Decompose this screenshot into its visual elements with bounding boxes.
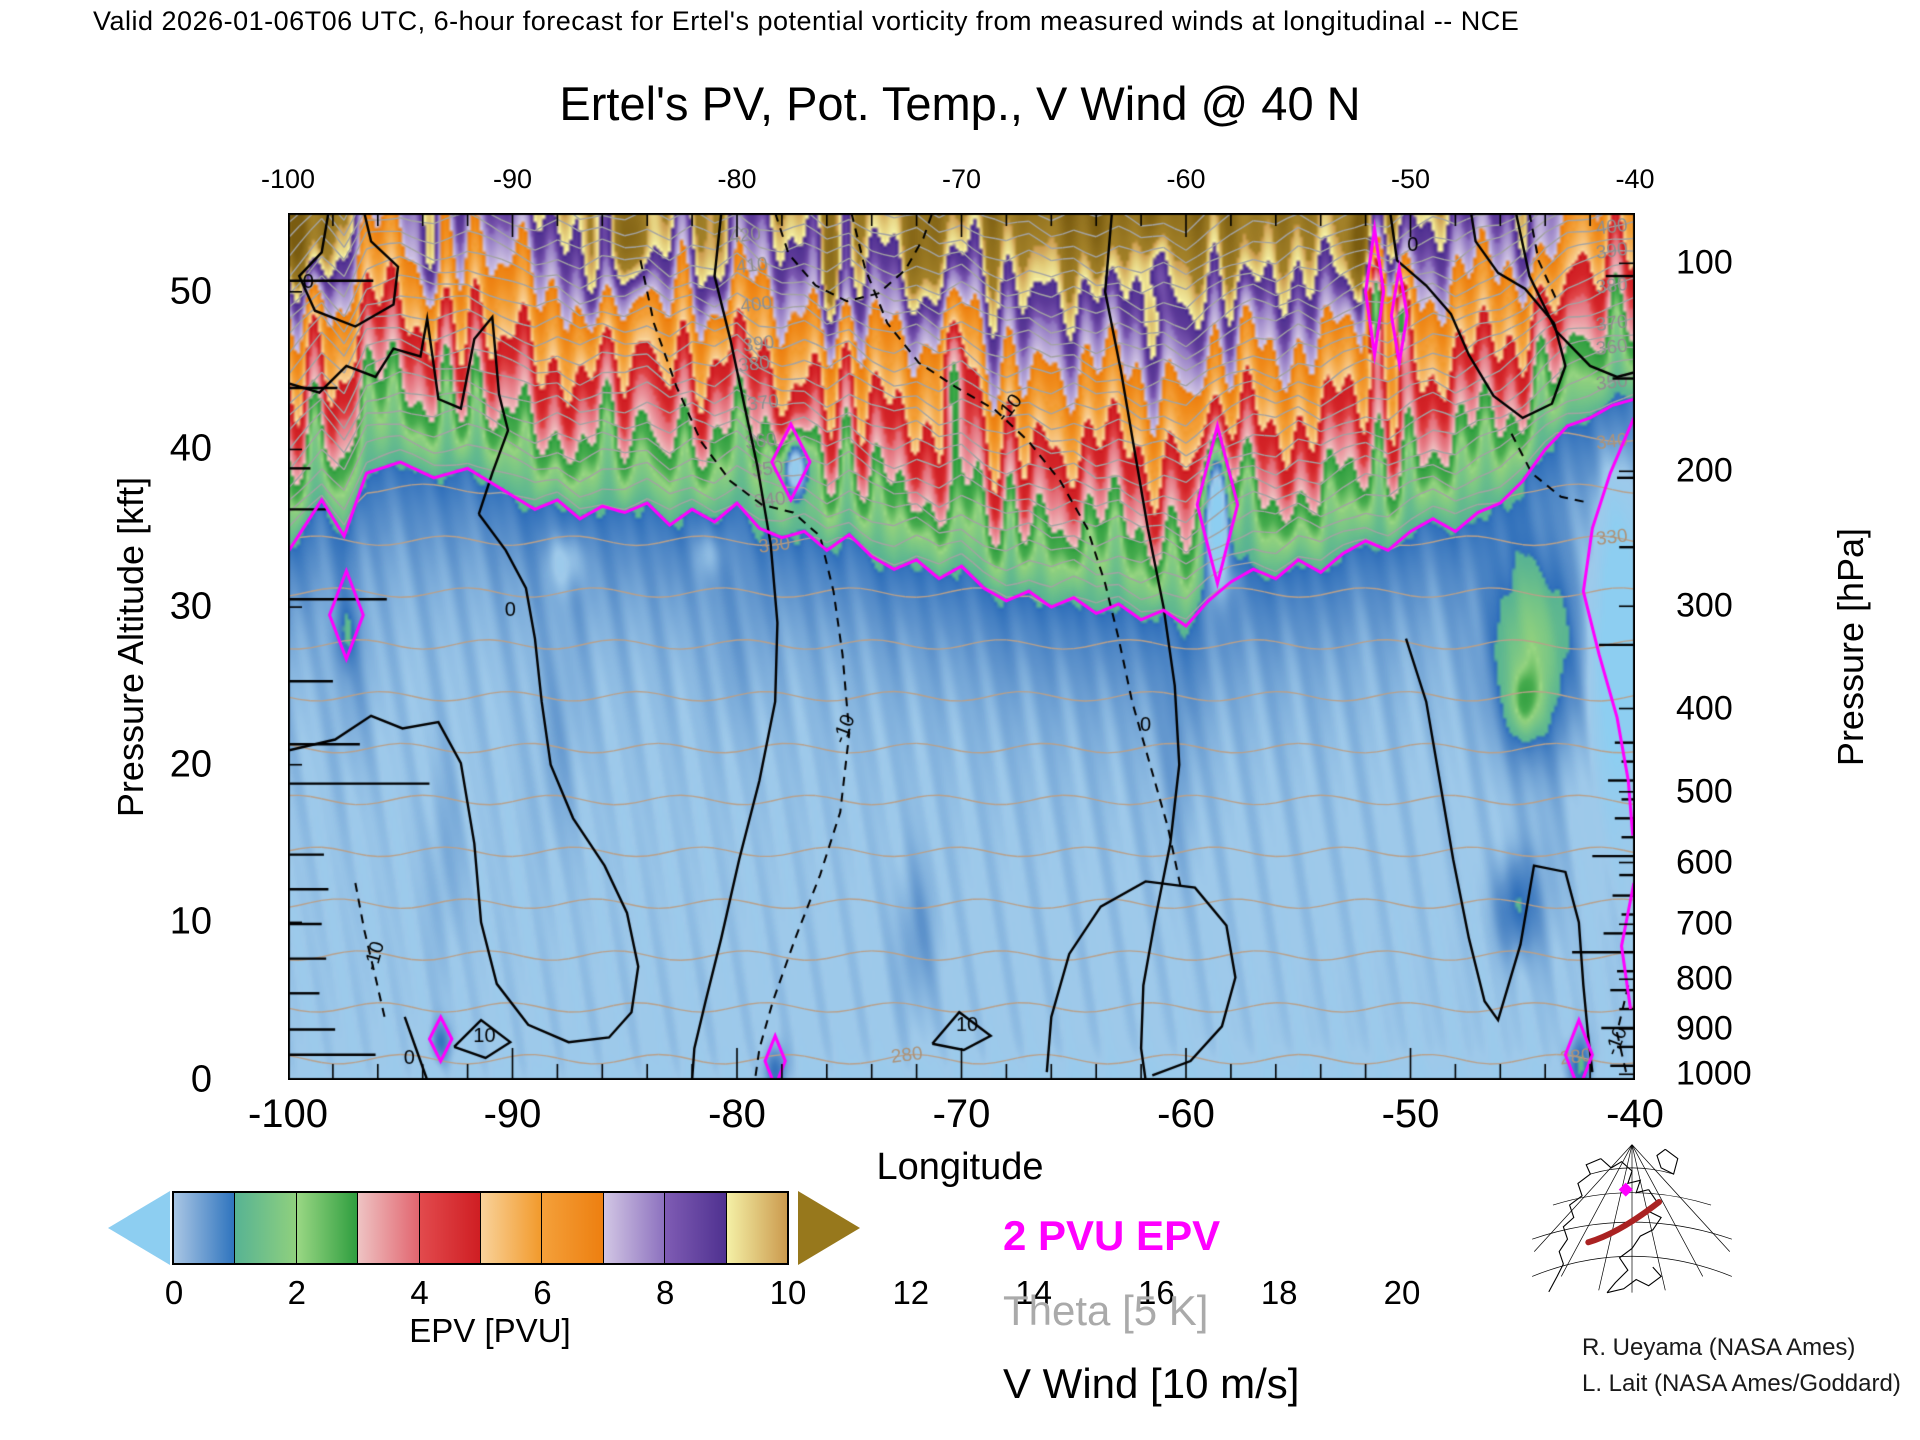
y-tick-label-kft: 20	[169, 743, 212, 786]
y-tick-label-kft: 0	[190, 1058, 212, 1101]
map-coastline	[1600, 1158, 1649, 1194]
x-tick-label-bottom: -90	[483, 1092, 542, 1136]
map-meridian	[1631, 1144, 1704, 1277]
colorbar-segment	[418, 1193, 480, 1263]
validity-line: Valid 2026-01-06T06 UTC, 6-hour forecast…	[93, 6, 1520, 36]
map-parallel	[1532, 1255, 1732, 1277]
x-axis-title: Longitude	[876, 1146, 1044, 1188]
map-location-marker	[1618, 1182, 1633, 1197]
x-tick-label-top: -50	[1390, 164, 1431, 194]
colorbar-segment	[234, 1193, 296, 1263]
x-tick-label-top: -80	[717, 164, 757, 194]
colorbar-segment	[725, 1193, 787, 1263]
y-tick-label-hpa: 700	[1676, 904, 1733, 943]
y-tick-label-hpa: 300	[1676, 586, 1733, 625]
colorbar-value-label: 18	[1260, 1274, 1298, 1311]
colorbar-value-label: 4	[410, 1274, 429, 1311]
colorbar-value-label: 14	[1015, 1274, 1052, 1311]
y-tick-label-hpa: 500	[1676, 772, 1733, 811]
colorbar-value-label: 6	[533, 1274, 552, 1311]
y-tick-label-hpa: 1000	[1676, 1054, 1752, 1093]
map-coastline	[1548, 1158, 1602, 1293]
x-tick-label-bottom: -60	[1157, 1092, 1215, 1136]
y-tick-label-hpa: 800	[1676, 959, 1733, 998]
y-axis-title-right: Pressure [hPa]	[1830, 527, 1871, 767]
colorbar-under-arrow	[108, 1191, 170, 1265]
map-coastline	[1606, 1266, 1662, 1294]
x-tick-label-bottom: -50	[1381, 1092, 1440, 1136]
x-tick-label-bottom: -70	[932, 1092, 991, 1136]
y-tick-label-hpa: 200	[1676, 451, 1733, 490]
legend-2pvu-epv: 2 PVU EPV	[1003, 1212, 1221, 1259]
colorbar-value-label: 20	[1383, 1274, 1421, 1311]
colorbar-segment	[295, 1193, 358, 1263]
colorbar-value-label: 12	[892, 1274, 930, 1311]
x-tick-label-top: -90	[492, 164, 533, 194]
colorbar-segment	[541, 1193, 603, 1263]
colorbar-value-label: 10	[769, 1274, 807, 1311]
x-tick-label-top: -40	[1615, 164, 1655, 194]
map-parallel	[1590, 1167, 1674, 1175]
colorbar-value-label: 2	[287, 1274, 306, 1311]
legend-theta: Theta [5 K]	[1003, 1287, 1209, 1334]
colorbar-over-arrow	[798, 1191, 860, 1265]
colorbar-value-label: 8	[656, 1274, 675, 1311]
x-tick-label-bottom: -80	[708, 1092, 766, 1136]
map-meridian	[1631, 1144, 1666, 1291]
colorbar-title: EPV [PVU]	[409, 1312, 571, 1349]
y-tick-label-kft: 40	[169, 427, 212, 470]
y-tick-label-kft: 50	[169, 270, 212, 313]
colorbar-segment	[174, 1193, 235, 1263]
x-tick-label-top: -60	[1166, 164, 1206, 194]
cross-section-plot	[288, 213, 1635, 1080]
legend-v-wind: V Wind [10 m/s]	[1003, 1360, 1300, 1407]
y-tick-label-hpa: 100	[1676, 243, 1733, 282]
x-tick-label-top: -100	[260, 164, 316, 194]
y-tick-label-hpa: 400	[1676, 689, 1733, 728]
y-axis-title-left: Pressure Altitude [kft]	[110, 476, 151, 818]
map-coastline	[1656, 1148, 1679, 1175]
colorbar-body	[172, 1191, 789, 1265]
colorbar-segment	[357, 1193, 419, 1263]
map-cross-section-track	[1585, 1199, 1663, 1246]
credit-line-1: R. Ueyama (NASA Ames)	[1582, 1334, 1856, 1361]
x-tick-label-bottom: -100	[247, 1092, 329, 1136]
y-tick-label-kft: 10	[169, 900, 212, 943]
colorbar-segment	[602, 1193, 665, 1263]
x-tick-label-top: -70	[941, 164, 982, 194]
y-tick-label-hpa: 900	[1676, 1009, 1733, 1048]
map-meridian	[1560, 1144, 1633, 1277]
map-parallel	[1552, 1192, 1712, 1206]
x-tick-label-bottom: -40	[1606, 1092, 1664, 1136]
colorbar-segment	[664, 1193, 726, 1263]
colorbar-value-label: 0	[164, 1274, 184, 1311]
y-tick-label-hpa: 600	[1676, 843, 1733, 882]
page-title: Ertel's PV, Pot. Temp., V Wind @ 40 N	[559, 77, 1361, 130]
colorbar-segment	[479, 1193, 542, 1263]
locator-map	[1532, 1144, 1732, 1294]
colorbar-value-label: 16	[1138, 1274, 1175, 1311]
map-meridian	[1598, 1144, 1633, 1291]
credit-line-2: L. Lait (NASA Ames/Goddard)	[1582, 1370, 1901, 1397]
y-tick-label-kft: 30	[169, 585, 212, 628]
